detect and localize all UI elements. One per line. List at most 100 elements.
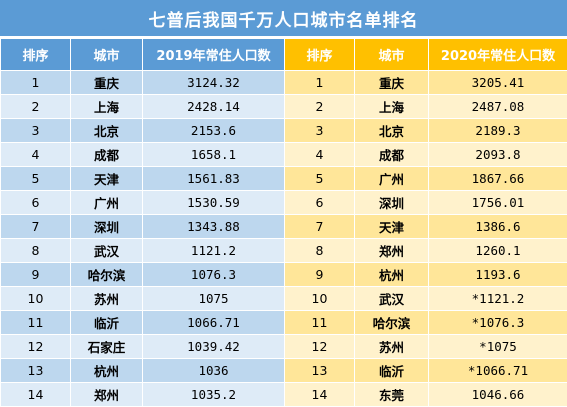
population-2020-cell: 1756.01	[428, 190, 567, 215]
rank-2019-cell: 6	[0, 190, 71, 215]
header-population-2019: 2019年常住人口数	[142, 38, 285, 71]
city-2019-cell: 哈尔滨	[70, 262, 143, 287]
city-2020-cell: 广州	[354, 166, 429, 191]
table-row: 7 深圳 1343.88 7 天津 1386.6	[0, 214, 567, 239]
city-2020-cell: 郑州	[354, 238, 429, 263]
table-body: 1 重庆 3124.32 1 重庆 3205.41 2 上海 2428.14 2 上海 2487.08…	[0, 70, 567, 407]
rank-2020-cell: 3	[284, 118, 355, 143]
population-2020-cell: 3205.41	[428, 70, 567, 95]
table-row: 14 郑州 1035.2 14 东莞 1046.66	[0, 382, 567, 407]
city-2019-cell: 天津	[70, 166, 143, 191]
population-2019-cell: 1076.3	[142, 262, 285, 287]
table-title: 七普后我国千万人口城市名单排名	[0, 0, 567, 36]
city-2020-cell: 北京	[354, 118, 429, 143]
table-row: 9 哈尔滨 1076.3 9 杭州 1193.6	[0, 262, 567, 287]
city-2019-cell: 上海	[70, 94, 143, 119]
city-2020-cell: 苏州	[354, 334, 429, 359]
rank-2019-cell: 9	[0, 262, 71, 287]
table-row: 10 苏州 1075 10 武汉 *1121.2	[0, 286, 567, 311]
population-2019-cell: 1561.83	[142, 166, 285, 191]
header-city-2020: 城市	[354, 38, 429, 71]
population-2019-cell: 1343.88	[142, 214, 285, 239]
city-2019-cell: 北京	[70, 118, 143, 143]
population-2019-cell: 1530.59	[142, 190, 285, 215]
population-2019-cell: 1066.71	[142, 310, 285, 335]
population-2019-cell: 2153.6	[142, 118, 285, 143]
population-2020-cell: *1076.3	[428, 310, 567, 335]
city-2020-cell: 上海	[354, 94, 429, 119]
city-2019-cell: 广州	[70, 190, 143, 215]
population-2020-cell: 1046.66	[428, 382, 567, 407]
table-row: 2 上海 2428.14 2 上海 2487.08	[0, 94, 567, 119]
city-2020-cell: 重庆	[354, 70, 429, 95]
rank-2019-cell: 8	[0, 238, 71, 263]
rank-2020-cell: 9	[284, 262, 355, 287]
population-2020-cell: *1066.71	[428, 358, 567, 383]
rank-2019-cell: 2	[0, 94, 71, 119]
population-2019-cell: 1039.42	[142, 334, 285, 359]
population-ranking-table: 排序 城市 2019年常住人口数 排序 城市 2020年常住人口数 1 重庆 312…	[0, 38, 567, 407]
rank-2020-cell: 14	[284, 382, 355, 407]
population-2019-cell: 3124.32	[142, 70, 285, 95]
city-2020-cell: 临沂	[354, 358, 429, 383]
header-city-2019: 城市	[70, 38, 143, 71]
rank-2019-cell: 12	[0, 334, 71, 359]
city-2019-cell: 深圳	[70, 214, 143, 239]
rank-2020-cell: 4	[284, 142, 355, 167]
table-row: 3 北京 2153.6 3 北京 2189.3	[0, 118, 567, 143]
table-row: 1 重庆 3124.32 1 重庆 3205.41	[0, 70, 567, 95]
city-2019-cell: 石家庄	[70, 334, 143, 359]
city-2020-cell: 深圳	[354, 190, 429, 215]
rank-2019-cell: 5	[0, 166, 71, 191]
table-row: 4 成都 1658.1 4 成都 2093.8	[0, 142, 567, 167]
city-2020-cell: 天津	[354, 214, 429, 239]
city-2019-cell: 临沂	[70, 310, 143, 335]
city-2020-cell: 哈尔滨	[354, 310, 429, 335]
population-2019-cell: 1658.1	[142, 142, 285, 167]
population-2020-cell: 2189.3	[428, 118, 567, 143]
city-2019-cell: 苏州	[70, 286, 143, 311]
population-2020-cell: 1260.1	[428, 238, 567, 263]
rank-2020-cell: 10	[284, 286, 355, 311]
rank-2020-cell: 2	[284, 94, 355, 119]
city-2020-cell: 武汉	[354, 286, 429, 311]
rank-2020-cell: 12	[284, 334, 355, 359]
rank-2019-cell: 4	[0, 142, 71, 167]
rank-2020-cell: 5	[284, 166, 355, 191]
rank-2019-cell: 14	[0, 382, 71, 407]
population-2019-cell: 1075	[142, 286, 285, 311]
population-2019-cell: 2428.14	[142, 94, 285, 119]
rank-2019-cell: 1	[0, 70, 71, 95]
population-2019-cell: 1036	[142, 358, 285, 383]
table-row: 12 石家庄 1039.42 12 苏州 *1075	[0, 334, 567, 359]
city-2019-cell: 重庆	[70, 70, 143, 95]
population-2020-cell: 1386.6	[428, 214, 567, 239]
city-2019-cell: 郑州	[70, 382, 143, 407]
rank-2019-cell: 10	[0, 286, 71, 311]
city-2019-cell: 武汉	[70, 238, 143, 263]
population-2020-cell: 2487.08	[428, 94, 567, 119]
rank-2020-cell: 8	[284, 238, 355, 263]
population-2019-cell: 1121.2	[142, 238, 285, 263]
rank-2020-cell: 6	[284, 190, 355, 215]
population-2020-cell: 2093.8	[428, 142, 567, 167]
city-2020-cell: 东莞	[354, 382, 429, 407]
rank-2020-cell: 7	[284, 214, 355, 239]
table-row: 6 广州 1530.59 6 深圳 1756.01	[0, 190, 567, 215]
population-2020-cell: *1075	[428, 334, 567, 359]
rank-2019-cell: 3	[0, 118, 71, 143]
table-row: 11 临沂 1066.71 11 哈尔滨 *1076.3	[0, 310, 567, 335]
rank-2019-cell: 11	[0, 310, 71, 335]
rank-2020-cell: 1	[284, 70, 355, 95]
city-2020-cell: 成都	[354, 142, 429, 167]
table-row: 8 武汉 1121.2 8 郑州 1260.1	[0, 238, 567, 263]
population-2020-cell: 1867.66	[428, 166, 567, 191]
rank-2019-cell: 7	[0, 214, 71, 239]
population-2020-cell: 1193.6	[428, 262, 567, 287]
population-2019-cell: 1035.2	[142, 382, 285, 407]
header-row: 排序 城市 2019年常住人口数 排序 城市 2020年常住人口数	[0, 38, 567, 71]
city-2019-cell: 成都	[70, 142, 143, 167]
header-population-2020: 2020年常住人口数	[428, 38, 567, 71]
table-row: 5 天津 1561.83 5 广州 1867.66	[0, 166, 567, 191]
